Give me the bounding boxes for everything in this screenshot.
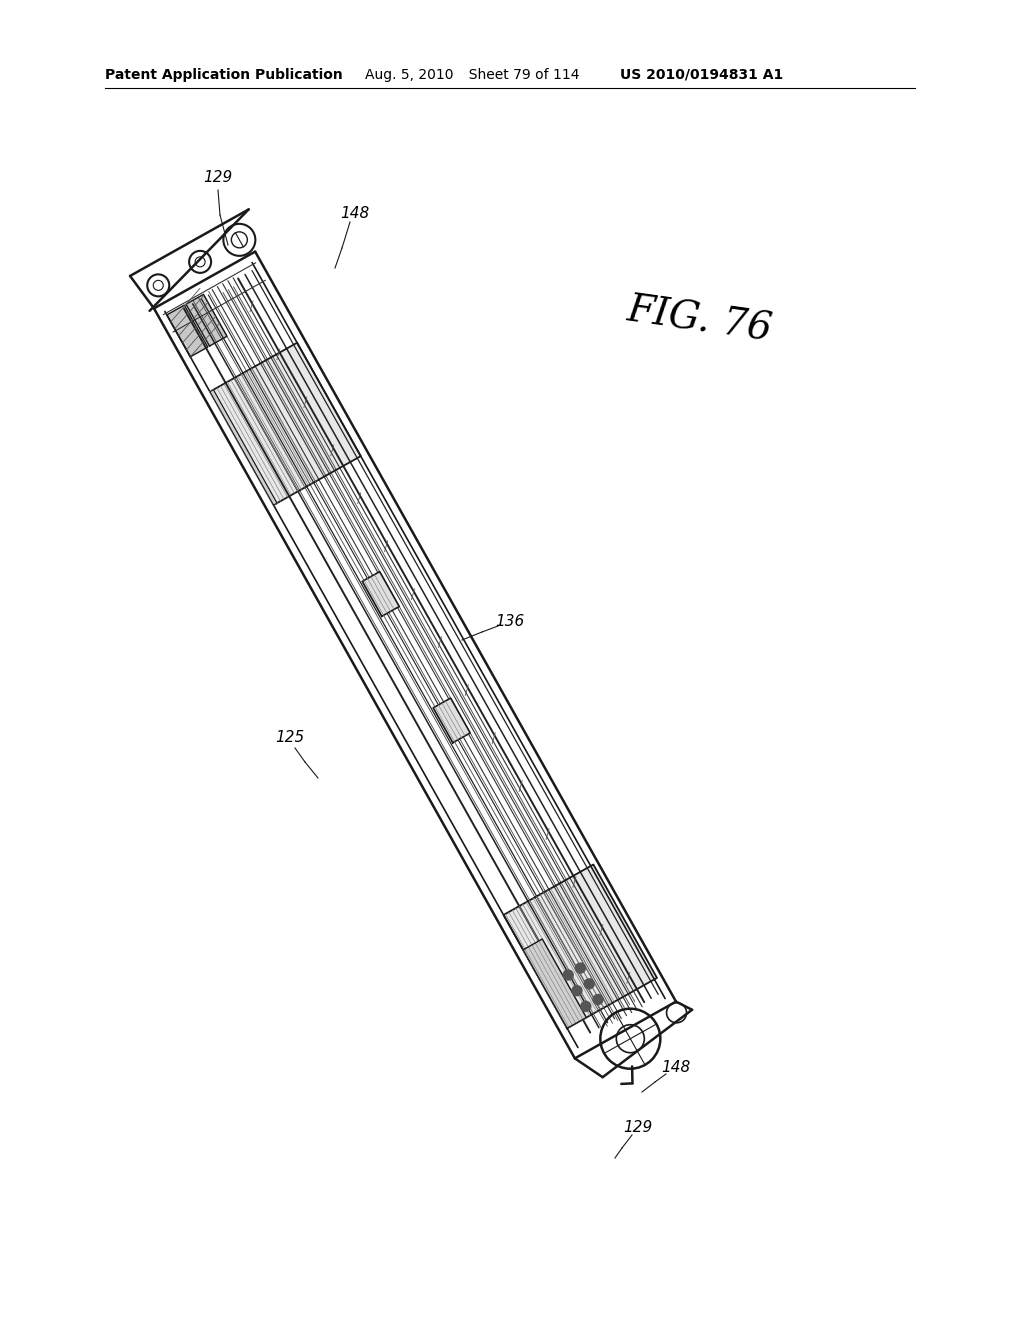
Polygon shape: [523, 939, 587, 1028]
Text: 129: 129: [624, 1121, 652, 1135]
Polygon shape: [210, 389, 278, 506]
Text: Sheet 79 of 114: Sheet 79 of 114: [460, 69, 580, 82]
Polygon shape: [167, 305, 208, 356]
Text: FIG. 76: FIG. 76: [625, 292, 775, 348]
Circle shape: [563, 970, 573, 979]
Polygon shape: [212, 343, 360, 504]
Polygon shape: [433, 698, 470, 743]
Text: 129: 129: [204, 170, 232, 186]
Text: US 2010/0194831 A1: US 2010/0194831 A1: [620, 69, 783, 82]
Text: 148: 148: [340, 206, 370, 220]
Polygon shape: [186, 294, 227, 346]
Circle shape: [572, 986, 582, 995]
Polygon shape: [504, 865, 657, 1028]
Text: 136: 136: [496, 615, 524, 630]
Text: Patent Application Publication: Patent Application Publication: [105, 69, 343, 82]
Polygon shape: [362, 572, 399, 616]
Circle shape: [575, 964, 586, 973]
Text: 148: 148: [662, 1060, 690, 1076]
Circle shape: [585, 979, 594, 989]
Text: 125: 125: [275, 730, 304, 746]
Text: Aug. 5, 2010: Aug. 5, 2010: [365, 69, 454, 82]
Circle shape: [581, 1002, 591, 1011]
Circle shape: [593, 994, 603, 1005]
